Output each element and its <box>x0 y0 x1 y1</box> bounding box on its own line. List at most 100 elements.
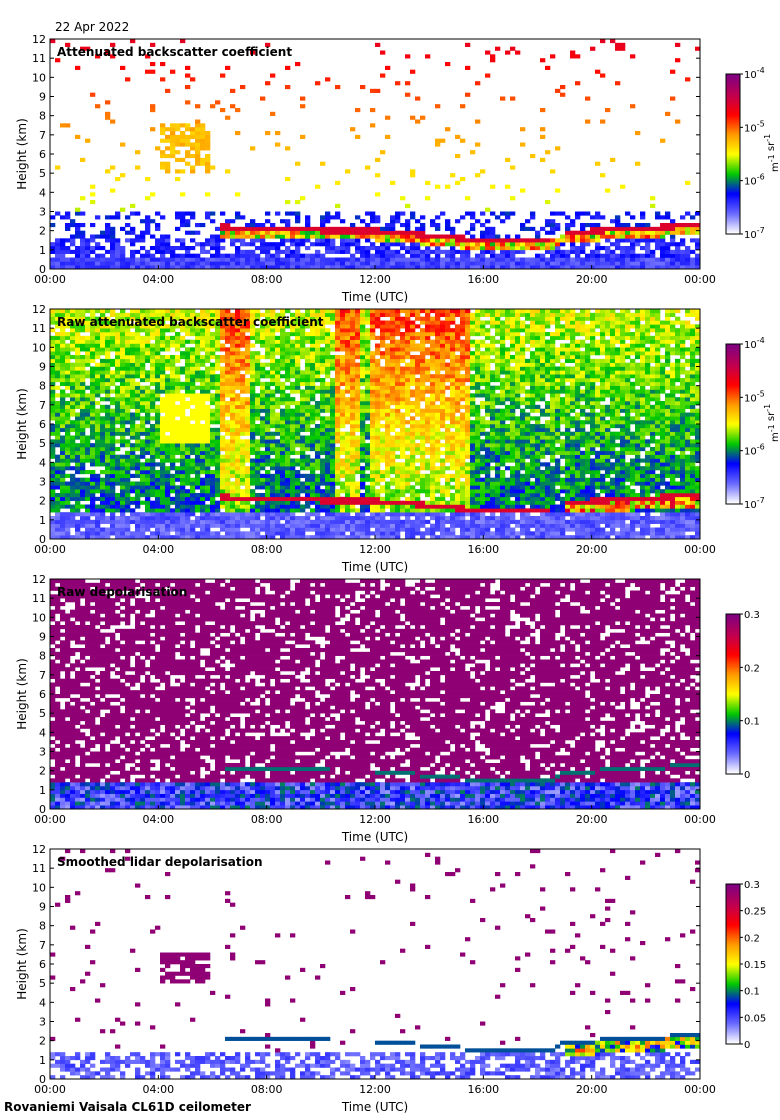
y-tick-label: 4 <box>39 456 46 469</box>
colorbar-tick-label: 0.2 <box>744 933 760 944</box>
y-tick-label: 1 <box>39 244 46 257</box>
x-tick-label: 00:00 <box>684 1083 716 1096</box>
y-tick-label: 10 <box>32 341 46 354</box>
y-axis-label: Height (km) <box>15 388 29 459</box>
x-tick-label: 08:00 <box>251 1083 283 1096</box>
y-tick-label: 7 <box>39 669 46 682</box>
x-tick-label: 00:00 <box>684 273 716 286</box>
colorbar-2 <box>726 344 740 505</box>
colorbar-tick-label: 10-6 <box>744 443 765 458</box>
instrument-footer: Rovaniemi Vaisala CL61D ceilometer <box>4 1100 251 1114</box>
x-tick-label: 12:00 <box>359 273 391 286</box>
y-tick-label: 3 <box>39 1016 46 1029</box>
y-tick-label: 3 <box>39 746 46 759</box>
x-tick-label: 20:00 <box>576 543 608 556</box>
y-tick-label: 8 <box>39 380 46 393</box>
y-tick-label: 12 <box>32 573 46 586</box>
x-tick-label: 16:00 <box>467 273 499 286</box>
colorbar-frame <box>725 613 741 775</box>
colorbar-tick-label: 0 <box>744 770 750 781</box>
colorbar-tick-label: 10-4 <box>744 336 765 351</box>
y-tick-label: 5 <box>39 167 46 180</box>
x-tick-label: 04:00 <box>142 273 174 286</box>
y-tick-label: 0 <box>39 533 46 546</box>
colorbar-tick-label: 0.15 <box>744 960 766 971</box>
y-tick-label: 9 <box>39 901 46 914</box>
y-tick-label: 1 <box>39 514 46 527</box>
y-tick-label: 9 <box>39 361 46 374</box>
colorbar-tick-label: 0.1 <box>744 717 760 728</box>
y-tick-label: 6 <box>39 688 46 701</box>
y-tick-label: 5 <box>39 977 46 990</box>
x-tick-label: 16:00 <box>467 813 499 826</box>
y-tick-label: 9 <box>39 631 46 644</box>
y-tick-label: 6 <box>39 418 46 431</box>
y-axis-label: Height (km) <box>15 928 29 999</box>
y-tick-label: 0 <box>39 263 46 276</box>
y-tick-label: 11 <box>32 52 46 65</box>
colorbar-tick-label: 0.1 <box>744 987 760 998</box>
y-tick-label: 5 <box>39 437 46 450</box>
colorbar-tick-label: 10-4 <box>744 66 765 81</box>
y-tick-label: 12 <box>32 843 46 856</box>
y-tick-label: 0 <box>39 1073 46 1086</box>
y-tick-label: 8 <box>39 650 46 663</box>
y-axis-label: Height (km) <box>15 118 29 189</box>
y-tick-label: 8 <box>39 110 46 123</box>
x-tick-label: 00:00 <box>684 543 716 556</box>
x-tick-label: 12:00 <box>359 1083 391 1096</box>
x-tick-label: 20:00 <box>576 273 608 286</box>
x-tick-label: 08:00 <box>251 543 283 556</box>
x-tick-label: 08:00 <box>251 273 283 286</box>
x-tick-label: 20:00 <box>576 1083 608 1096</box>
colorbar-tick-label: 0.3 <box>744 610 760 621</box>
x-tick-label: 04:00 <box>142 1083 174 1096</box>
y-tick-label: 10 <box>32 71 46 84</box>
x-tick-label: 00:00 <box>34 543 66 556</box>
y-tick-label: 2 <box>39 765 46 778</box>
colorbar-tick-label: 0.3 <box>744 880 760 891</box>
y-tick-label: 10 <box>32 611 46 624</box>
y-tick-label: 5 <box>39 707 46 720</box>
y-tick-label: 11 <box>32 322 46 335</box>
panel-3 <box>50 579 701 810</box>
y-axis-label: Height (km) <box>15 658 29 729</box>
y-tick-label: 2 <box>39 1035 46 1048</box>
colorbar-1 <box>726 74 740 235</box>
y-tick-label: 9 <box>39 91 46 104</box>
y-tick-label: 7 <box>39 399 46 412</box>
colorbar-tick-label: 0.25 <box>744 907 766 918</box>
colorbar-tick-label: 0 <box>744 1040 750 1051</box>
y-tick-label: 3 <box>39 476 46 489</box>
x-tick-label: 00:00 <box>34 1083 66 1096</box>
y-tick-label: 8 <box>39 920 46 933</box>
x-tick-label: 00:00 <box>684 813 716 826</box>
y-tick-label: 1 <box>39 784 46 797</box>
panel-2 <box>50 309 701 540</box>
y-tick-label: 0 <box>39 803 46 816</box>
colorbar-frame <box>725 73 741 235</box>
panel-title: Attenuated backscatter coefficient <box>57 45 292 59</box>
x-tick-label: 00:00 <box>34 813 66 826</box>
colorbar-tick-label: 0.05 <box>744 1013 766 1024</box>
panel-title: Smoothed lidar depolarisation <box>57 855 263 869</box>
x-tick-label: 16:00 <box>467 543 499 556</box>
panel-title: Raw attenuated backscatter coefficient <box>57 315 324 329</box>
colorbar-tick-label: 10-7 <box>744 496 765 511</box>
colorbar-units: m-1 sr-1 <box>763 134 780 172</box>
y-tick-label: 3 <box>39 206 46 219</box>
x-axis-label: Time (UTC) <box>341 830 408 844</box>
x-tick-label: 08:00 <box>251 813 283 826</box>
y-tick-label: 2 <box>39 225 46 238</box>
colorbar-tick-label: 10-7 <box>744 226 765 241</box>
colorbar-4 <box>726 884 740 1045</box>
y-tick-label: 1 <box>39 1054 46 1067</box>
y-tick-label: 10 <box>32 881 46 894</box>
y-tick-label: 12 <box>32 33 46 46</box>
panel-1 <box>50 39 701 270</box>
x-tick-label: 16:00 <box>467 1083 499 1096</box>
y-tick-label: 6 <box>39 148 46 161</box>
y-tick-label: 2 <box>39 495 46 508</box>
x-tick-label: 04:00 <box>142 813 174 826</box>
